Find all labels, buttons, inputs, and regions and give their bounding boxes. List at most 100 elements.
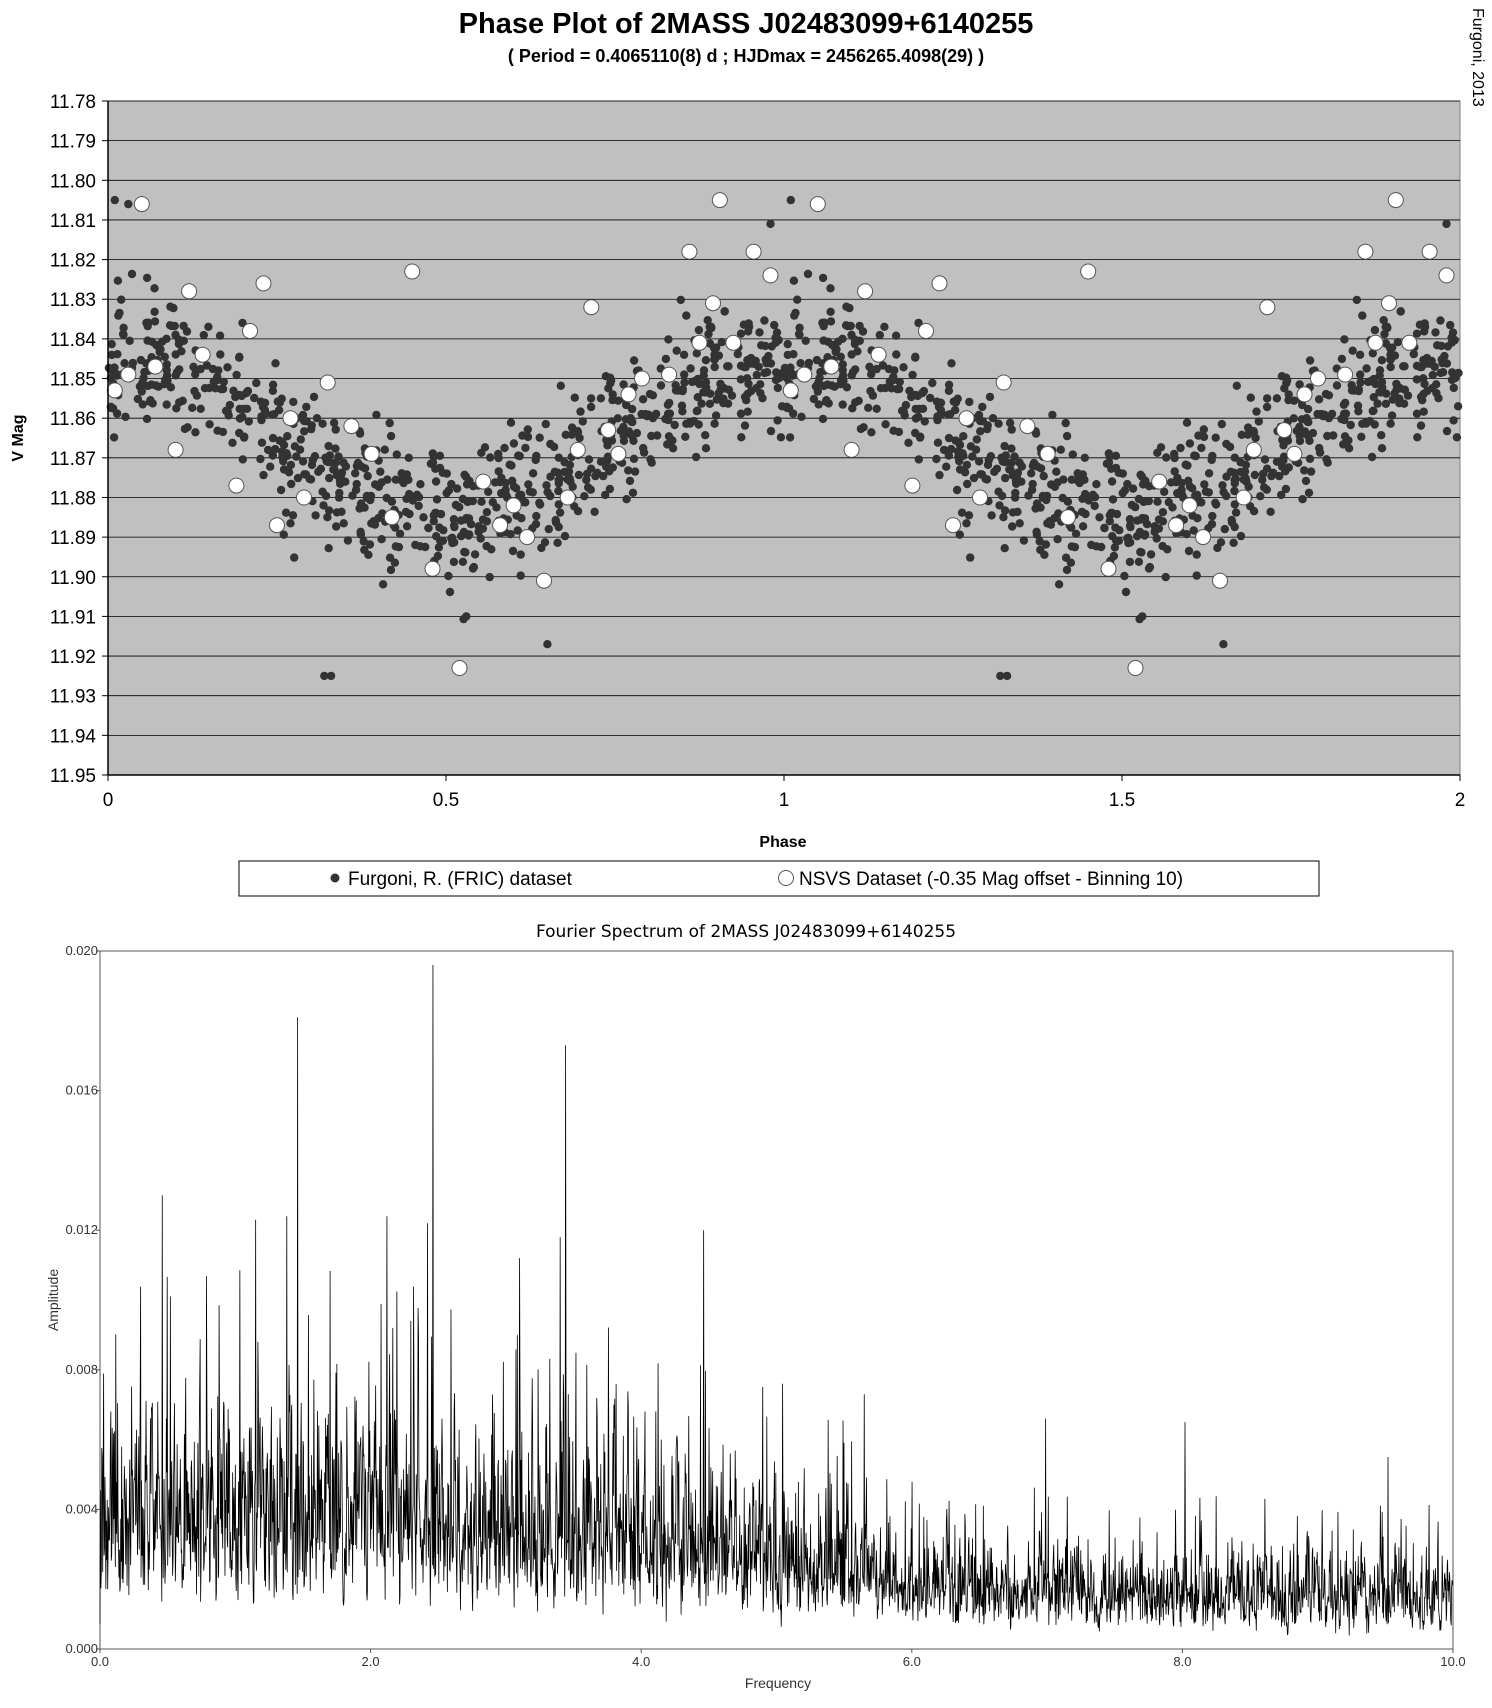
- fric-point: [231, 392, 240, 402]
- fric-point: [560, 531, 570, 541]
- fric-point: [661, 414, 670, 424]
- fric-point: [964, 511, 974, 520]
- fric-point: [983, 460, 993, 470]
- fric-point: [1200, 480, 1209, 489]
- fric-point: [190, 386, 199, 396]
- fric-point: [1146, 550, 1156, 559]
- fric-point: [1032, 530, 1042, 539]
- fric-point: [629, 454, 639, 463]
- fric-point: [822, 396, 831, 405]
- fric-point: [1170, 467, 1179, 476]
- spectrum-x-tick-label: 10.0: [1440, 1654, 1465, 1669]
- fric-point: [908, 370, 917, 380]
- fric-point: [1449, 383, 1459, 393]
- fric-point: [216, 350, 225, 359]
- fric-point: [292, 452, 301, 461]
- fric-point: [1225, 442, 1235, 452]
- fric-point: [205, 420, 214, 429]
- fric-point: [1436, 368, 1445, 378]
- fric-point: [776, 433, 786, 442]
- fric-point: [334, 493, 344, 502]
- fric-point: [954, 452, 963, 462]
- nsvs-point: [1276, 422, 1293, 439]
- fric-point: [1284, 390, 1293, 399]
- fric-point: [1344, 444, 1354, 453]
- fric-point: [339, 519, 348, 528]
- fric-point: [1365, 416, 1375, 426]
- fric-point: [268, 380, 278, 389]
- fric-point: [833, 337, 843, 346]
- fric-point: [850, 335, 860, 344]
- nsvs-point: [691, 334, 708, 351]
- fric-point: [947, 444, 956, 454]
- nsvs-point: [343, 418, 360, 435]
- fric-point: [755, 328, 764, 337]
- fric-point: [1230, 500, 1240, 509]
- fric-point: [1368, 349, 1378, 358]
- fric-point: [1289, 396, 1299, 405]
- fric-point: [113, 409, 122, 418]
- phase-plot-y-tick-label: 11.92: [50, 647, 96, 668]
- fric-point: [215, 331, 225, 340]
- fric-point: [351, 469, 360, 478]
- fric-point: [842, 302, 851, 311]
- nsvs-point: [945, 517, 961, 534]
- fric-point: [1305, 454, 1315, 463]
- fric-point: [268, 386, 278, 395]
- phase-plot-y-tick-label: 11.82: [50, 251, 96, 272]
- phase-plot-y-tick-label: 11.95: [50, 766, 96, 787]
- fric-point: [1080, 475, 1089, 484]
- fric-point: [671, 381, 680, 390]
- nsvs-point: [1401, 334, 1418, 351]
- fric-point: [1387, 411, 1397, 420]
- fric-point: [1381, 399, 1391, 408]
- fric-point: [894, 384, 904, 394]
- fric-point: [1419, 355, 1428, 365]
- fric-point: [332, 508, 342, 517]
- fric-point: [387, 497, 397, 506]
- fric-point: [1356, 370, 1365, 379]
- nsvs-point: [995, 374, 1012, 391]
- fric-point: [1344, 436, 1353, 445]
- fric-point: [150, 307, 159, 316]
- fric-point: [1355, 350, 1365, 359]
- fric-point: [760, 316, 769, 325]
- fric-point: [1412, 329, 1422, 338]
- fric-point: [676, 295, 685, 305]
- fric-point: [911, 352, 920, 361]
- fric-point: [1158, 508, 1168, 517]
- fric-point: [639, 443, 648, 453]
- fric-point: [969, 473, 979, 483]
- fric-point: [1440, 351, 1449, 361]
- fric-point: [1000, 441, 1009, 451]
- fric-point: [286, 519, 295, 528]
- nsvs-point: [705, 295, 721, 312]
- fric-point: [578, 417, 587, 426]
- fric-point: [385, 418, 394, 428]
- fric-point: [678, 407, 687, 416]
- phase-plot-y-label: V Mag: [10, 414, 27, 461]
- fric-point: [476, 534, 485, 543]
- fric-point: [1358, 419, 1367, 428]
- fric-point: [514, 451, 523, 460]
- fric-point: [818, 414, 828, 424]
- fric-point: [1340, 335, 1349, 344]
- fric-point: [826, 317, 836, 326]
- fric-point: [1428, 384, 1437, 393]
- fric-point: [556, 381, 565, 390]
- nsvs-point: [782, 382, 799, 399]
- nsvs-point: [505, 497, 522, 514]
- fric-point: [1156, 443, 1166, 452]
- fric-point: [717, 337, 726, 347]
- fric-point: [628, 488, 638, 497]
- fric-point: [968, 452, 977, 461]
- fric-point: [331, 444, 340, 453]
- fric-point: [818, 273, 828, 283]
- fric-point: [701, 431, 710, 440]
- fric-point: [656, 381, 666, 390]
- fric-point: [1063, 497, 1073, 506]
- fric-point: [1197, 498, 1206, 507]
- fric-point: [1178, 490, 1187, 500]
- fric-point: [954, 437, 963, 447]
- nsvs-point: [918, 323, 934, 339]
